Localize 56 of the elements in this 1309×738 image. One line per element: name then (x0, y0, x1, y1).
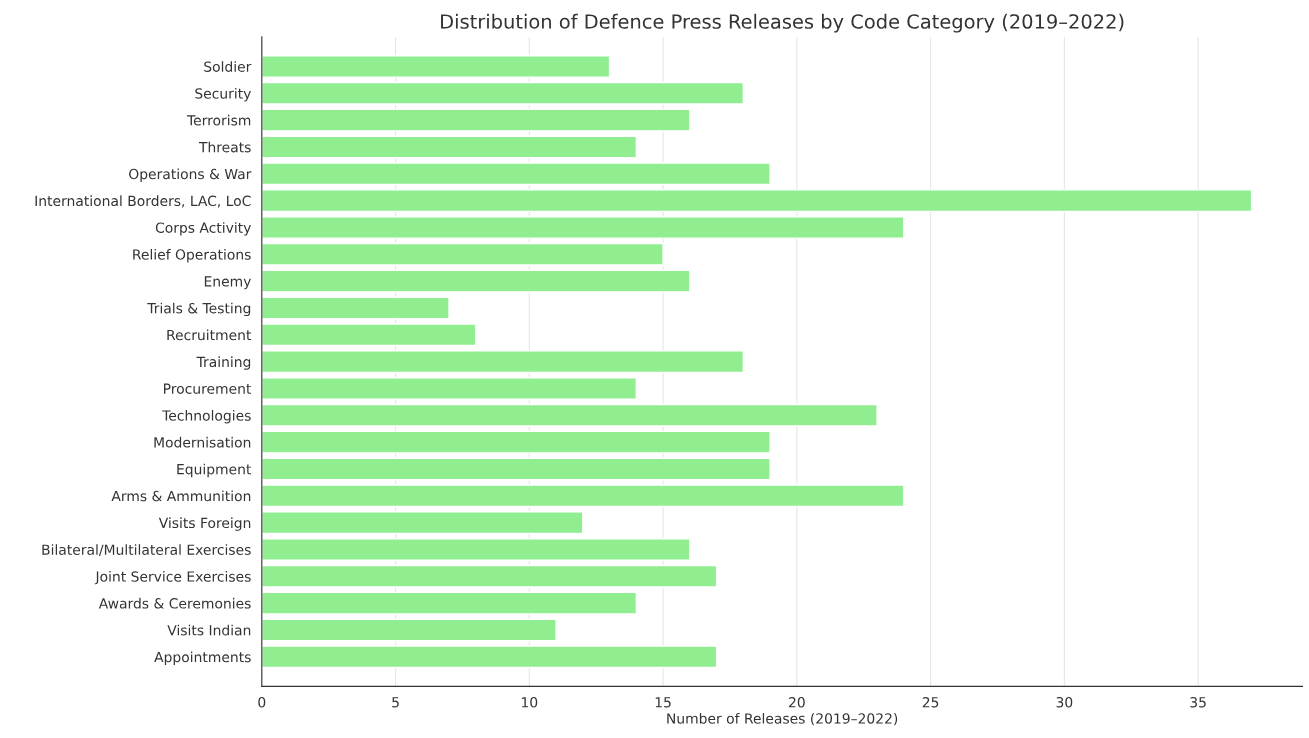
y-tick-label: Modernisation (154, 436, 251, 448)
x-tick-label: 20 (789, 697, 805, 708)
y-tick-label: Threats (198, 141, 251, 153)
bar (261, 430, 771, 454)
y-tick-label: Awards & Ceremonies (98, 597, 251, 609)
bar (261, 162, 771, 186)
bar (261, 564, 718, 588)
bar (261, 538, 691, 561)
bar (261, 81, 745, 105)
y-tick-label: Training (196, 356, 251, 370)
bar (261, 135, 638, 159)
bar (261, 296, 450, 320)
y-tick-label: Visits Indian (167, 624, 251, 636)
bar (261, 403, 878, 427)
bar (261, 54, 611, 78)
y-tick-label: Technologies (162, 410, 251, 424)
y-tick-label: Terrorism (186, 114, 251, 126)
y-tick-label: Trials & Testing (147, 302, 251, 317)
bar (261, 591, 638, 615)
bar (261, 108, 691, 132)
y-tick-label: Recruitment (167, 329, 252, 341)
x-tick-label: 0 (258, 697, 266, 708)
x-tick-label: 30 (1056, 697, 1073, 708)
y-tick-label: Operations & War (129, 168, 252, 182)
bar (261, 618, 557, 642)
bar (261, 242, 664, 266)
y-tick-label: Enemy (204, 276, 251, 290)
bar (261, 645, 718, 669)
y-tick-label: Equipment (177, 463, 252, 478)
y-tick-label: Procurement (164, 383, 252, 394)
y-tick-label: International Borders, LAC, LoC (35, 195, 251, 208)
x-axis-title: Number of Releases (2019–2022) (667, 712, 898, 726)
y-tick-label: Corps Activity (155, 222, 251, 236)
y-tick-label: Bilateral/Multilateral Exercises (42, 544, 251, 557)
x-tick-label: 35 (1190, 697, 1206, 708)
y-tick-label: Soldier (204, 61, 252, 72)
x-tick-label: 5 (392, 697, 399, 708)
bar (261, 484, 905, 508)
y-tick-label: Relief Operations (133, 249, 251, 263)
y-tick-label: Joint Service Exercises (94, 571, 251, 585)
y-tick-label: Arms & Ammunition (111, 490, 251, 502)
x-tick-label: 25 (922, 697, 939, 708)
bar (261, 377, 638, 400)
bar (261, 457, 771, 481)
bar (261, 269, 691, 293)
bar (261, 216, 905, 239)
bar (261, 323, 477, 347)
y-tick-label: Appointments (154, 651, 251, 665)
chart-title: Distribution of Defence Press Releases by Code Category (2019–2022) (441, 13, 1124, 33)
x-tick-label: 10 (522, 697, 538, 708)
x-tick-label: 15 (655, 697, 671, 708)
bar (261, 511, 584, 535)
bar (261, 189, 1253, 213)
y-tick-label: Security (195, 87, 251, 102)
bar (261, 350, 745, 374)
y-tick-label: Visits Foreign (158, 517, 251, 531)
